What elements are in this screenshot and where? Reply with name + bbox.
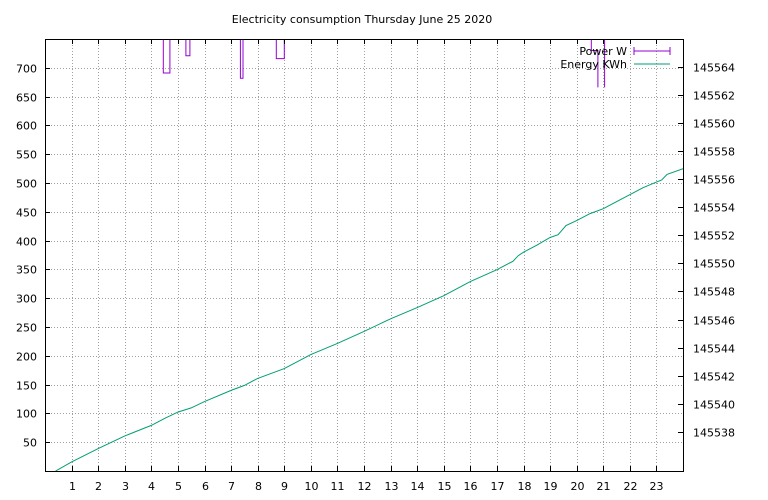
y-tick-label: 50 xyxy=(23,437,37,450)
x-tick-label: 21 xyxy=(597,480,611,493)
x-tick-label: 11 xyxy=(331,480,345,493)
y2-tick-label: 145548 xyxy=(693,286,735,299)
x-tick-label: 14 xyxy=(411,480,425,493)
y2-tick-label: 145562 xyxy=(693,90,735,103)
y2-tick-label: 145552 xyxy=(693,230,735,243)
x-tick-label: 8 xyxy=(255,480,262,493)
x-tick-label: 2 xyxy=(95,480,102,493)
x-tick-label: 20 xyxy=(571,480,585,493)
y2-tick-label: 145558 xyxy=(693,146,735,159)
x-tick-label: 13 xyxy=(385,480,399,493)
y-tick-label: 300 xyxy=(16,293,37,306)
x-tick-label: 1 xyxy=(69,480,76,493)
x-tick-label: 7 xyxy=(228,480,235,493)
x-tick-label: 6 xyxy=(202,480,209,493)
x-tick-label: 5 xyxy=(175,480,182,493)
y2-tick-label: 145556 xyxy=(693,174,735,187)
legend-label-energy: Energy KWh xyxy=(560,58,627,71)
y2-tick-label: 145554 xyxy=(693,202,735,215)
series-power-pulse xyxy=(590,39,599,88)
x-tick-label: 23 xyxy=(650,480,664,493)
y-tick-label: 250 xyxy=(16,322,37,335)
series-power-pulse xyxy=(239,39,244,79)
series-energy-line xyxy=(55,168,683,471)
y2-tick-label: 145544 xyxy=(693,343,735,356)
y-tick-label: 500 xyxy=(16,178,37,191)
y-tick-label: 650 xyxy=(16,92,37,105)
ticks-layer: 1 2 3 4 5 6 7 8 9 10 11 12 13 14 15 16 17 18 19 20 21 22 23501… xyxy=(16,39,735,493)
x-tick-label: 22 xyxy=(624,480,638,493)
x-tick-label: 10 xyxy=(305,480,319,493)
x-tick-label: 16 xyxy=(464,480,478,493)
x-tick-label: 9 xyxy=(281,480,288,493)
x-tick-label: 19 xyxy=(544,480,558,493)
series-power-pulse xyxy=(185,39,191,57)
x-tick-label: 12 xyxy=(358,480,372,493)
y-tick-label: 100 xyxy=(16,408,37,421)
legend-label-power: Power W xyxy=(579,45,627,58)
legend: Power W Energy KWh xyxy=(560,45,671,71)
series-power-pulse xyxy=(604,39,606,88)
x-tick-label: 3 xyxy=(122,480,129,493)
y2-tick-label: 145550 xyxy=(693,258,735,271)
series-power-pulse xyxy=(275,39,285,60)
y-tick-label: 150 xyxy=(16,380,37,393)
grid-layer xyxy=(45,39,683,471)
series-layer xyxy=(55,39,683,471)
y-tick-label: 600 xyxy=(16,120,37,133)
x-tick-label: 18 xyxy=(518,480,532,493)
x-tick-label: 4 xyxy=(148,480,155,493)
y2-tick-label: 145542 xyxy=(693,371,735,384)
y2-tick-label: 145564 xyxy=(693,62,735,75)
y-tick-label: 200 xyxy=(16,351,37,364)
y2-tick-label: 145538 xyxy=(693,427,735,440)
chart-title: Electricity consumption Thursday June 25… xyxy=(232,13,492,26)
y2-tick-label: 145546 xyxy=(693,315,735,328)
y-tick-label: 350 xyxy=(16,264,37,277)
y-tick-label: 700 xyxy=(16,63,37,76)
series-power-pulse xyxy=(162,39,171,74)
y-tick-label: 400 xyxy=(16,236,37,249)
y2-tick-label: 145540 xyxy=(693,399,735,412)
y-tick-label: 450 xyxy=(16,207,37,220)
y-tick-label: 550 xyxy=(16,149,37,162)
x-tick-label: 15 xyxy=(438,480,452,493)
y2-tick-label: 145560 xyxy=(693,118,735,131)
x-tick-label: 17 xyxy=(491,480,505,493)
